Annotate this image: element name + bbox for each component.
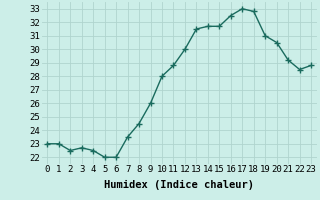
X-axis label: Humidex (Indice chaleur): Humidex (Indice chaleur)	[104, 180, 254, 190]
